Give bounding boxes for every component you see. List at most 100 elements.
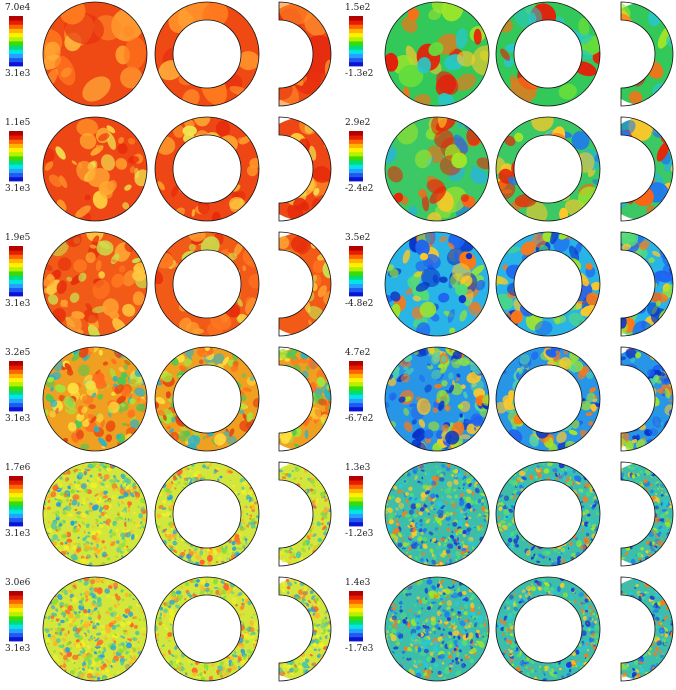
colorbar-swatch: [349, 24, 363, 29]
colorbar-swatch: [349, 369, 363, 374]
colorbar-swatch: [349, 591, 363, 596]
colorbar-swatch: [349, 172, 363, 178]
colorbar-swatch: [349, 61, 363, 67]
left-disk-6: [42, 576, 148, 682]
colorbar-swatch: [349, 620, 363, 625]
right-ring-6: [495, 576, 601, 682]
right-disk-5: [384, 461, 490, 567]
colorbar-swatch: [349, 492, 363, 498]
colorbar-swatch: [9, 603, 23, 609]
colorbar-swatch: [9, 160, 23, 165]
colorbar-swatch: [349, 246, 363, 251]
colorbar-swatch: [9, 369, 23, 374]
right-half-ring-1: [620, 1, 674, 107]
right-disk-1: [384, 1, 490, 107]
right-disk-4: [384, 346, 490, 452]
colorbar-swatch: [349, 275, 363, 280]
colorbar-right-4: 4.7e2 -6.7e2: [345, 348, 373, 424]
colorbar-swatch: [349, 599, 363, 604]
colorbar-swatch: [9, 45, 23, 50]
colorbar-swatch: [9, 521, 23, 527]
colorbar-swatch: [349, 45, 363, 50]
colorbar-swatch: [9, 513, 23, 519]
colorbar-swatch: [9, 168, 23, 174]
colorbar-swatch: [349, 291, 363, 297]
colorbar-swatch: [349, 49, 363, 54]
left-disk-1: [42, 1, 148, 107]
colorbar-min-label: -4.8e2: [345, 299, 373, 309]
colorbar-swatch: [349, 595, 363, 600]
colorbar-swatch: [349, 283, 363, 289]
colorbar-swatch: [9, 20, 23, 25]
left-ring-5: [154, 461, 260, 567]
colorbar-swatch: [349, 151, 363, 157]
colorbar-swatch: [9, 250, 23, 255]
colorbar-swatch: [9, 28, 23, 34]
colorbar-swatch: [349, 611, 363, 617]
right-ring-5: [495, 461, 601, 567]
colorbar-max-label: 4.7e2: [345, 348, 370, 358]
colorbar-swatch: [9, 291, 23, 297]
colorbar-swatch: [349, 496, 363, 502]
colorbar-swatch: [349, 484, 363, 489]
colorbar-max-label: 2.9e2: [345, 118, 370, 128]
colorbar-swatch: [9, 501, 23, 506]
colorbar-swatch: [9, 271, 23, 276]
colorbar-swatch: [9, 172, 23, 178]
colorbar-swatch: [9, 275, 23, 280]
colorbar-swatch: [9, 246, 23, 251]
colorbar-max-label: 1.4e3: [345, 578, 371, 588]
colorbar-min-label: -2.4e2: [345, 184, 373, 194]
colorbar-swatch: [9, 49, 23, 54]
colorbar-swatch: [9, 164, 23, 169]
left-ring-3: [154, 231, 260, 337]
right-half-ring-6: [620, 576, 674, 682]
colorbar-swatch: [349, 28, 363, 34]
colorbar-max-label: 1.1e5: [5, 118, 31, 128]
colorbar-swatch: [349, 386, 363, 391]
colorbar-min-label: 3.1e3: [5, 299, 31, 309]
colorbar-swatch: [9, 36, 23, 42]
left-disk-5: [42, 461, 148, 567]
colorbar-max-label: 1.9e5: [5, 233, 31, 243]
colorbar-swatch: [349, 135, 363, 140]
colorbar-swatch: [349, 377, 363, 383]
colorbar-swatch: [349, 616, 363, 621]
colorbar-swatch: [349, 365, 363, 370]
colorbar-swatch: [9, 57, 23, 63]
colorbar-swatch: [9, 258, 23, 264]
colorbar-swatch: [349, 373, 363, 379]
colorbar-max-label: 7.0e4: [5, 3, 31, 13]
colorbar-max-label: 3.2e5: [5, 348, 31, 358]
colorbar-min-label: 3.1e3: [5, 414, 31, 424]
left-half-ring-6: [278, 576, 332, 682]
colorbar-swatch: [9, 361, 23, 366]
colorbar-swatch: [349, 636, 363, 642]
colorbar-swatch: [349, 266, 363, 272]
left-ring-2: [154, 116, 260, 222]
colorbar-swatch: [349, 480, 363, 485]
colorbar-swatch: [9, 488, 23, 494]
colorbar-swatch: [349, 381, 363, 387]
colorbar-swatch: [9, 636, 23, 642]
colorbar-left-5: 1.7e6 3.1e3: [5, 463, 31, 539]
colorbar-swatch: [9, 151, 23, 157]
colorbar-max-label: 1.7e6: [5, 463, 31, 473]
colorbar-min-label: -1.7e3: [345, 644, 374, 654]
left-half-ring-4: [278, 346, 332, 452]
colorbar-swatch: [349, 517, 363, 523]
colorbar-swatch: [349, 607, 363, 613]
colorbar-swatch: [9, 254, 23, 259]
colorbar-swatch: [9, 41, 23, 46]
colorbar-swatch: [9, 373, 23, 379]
colorbar-swatch: [349, 603, 363, 609]
colorbar-swatch: [349, 156, 363, 161]
colorbar-swatch: [349, 406, 363, 412]
colorbar-swatch: [349, 361, 363, 366]
left-half-ring-3: [278, 231, 332, 337]
colorbar-swatch: [349, 398, 363, 404]
right-ring-1: [495, 1, 601, 107]
colorbar-swatch: [349, 147, 363, 153]
colorbar-swatch: [9, 365, 23, 370]
colorbar-left-1: 7.0e4 3.1e3: [5, 3, 31, 79]
